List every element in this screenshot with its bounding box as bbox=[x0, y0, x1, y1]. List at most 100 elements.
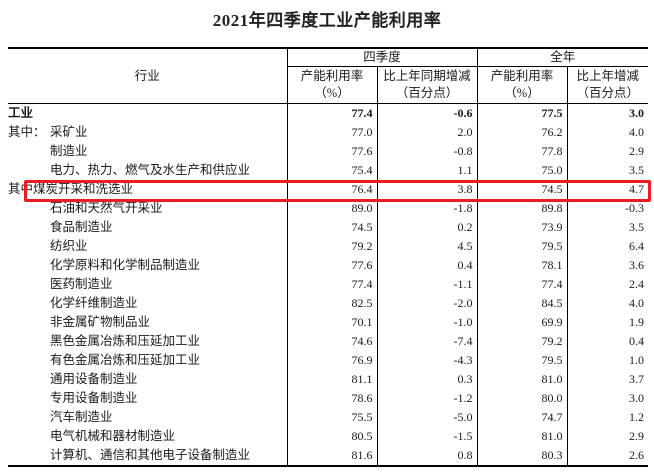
column-header-industry: 行业 bbox=[8, 48, 288, 104]
value-cell-q4-change: -5.0 bbox=[376, 408, 478, 427]
table-row: 黑色金属冶炼和压延加工业 74.6 -7.4 79.2 0.4 bbox=[8, 332, 649, 351]
industry-label-cell: 纺织业 bbox=[8, 237, 287, 256]
value-cell-q4-change: -0.6 bbox=[376, 103, 478, 123]
industry-label-cell: 电气机械和器材制造业 bbox=[8, 427, 287, 446]
page-title: 2021年四季度工业产能利用率 bbox=[212, 11, 442, 30]
industry-name: 电力、热力、燃气及水生产和供应业 bbox=[50, 163, 251, 177]
value-cell-q4-rate: 74.6 bbox=[286, 332, 377, 351]
industry-name: 工业 bbox=[8, 106, 34, 120]
value-cell-fy-change: 3.0 bbox=[566, 389, 649, 408]
value-cell-q4-rate: 89.0 bbox=[286, 199, 377, 218]
industry-name: 通用设备制造业 bbox=[50, 372, 138, 386]
column-header-fy-rate: 产能利用率 （%） bbox=[476, 66, 568, 104]
value-cell-q4-change: 0.3 bbox=[376, 370, 478, 389]
value-cell-q4-change: 0.4 bbox=[376, 256, 478, 275]
column-group-fullyear: 全年 bbox=[476, 48, 649, 67]
value-cell-fy-change: 3.5 bbox=[566, 161, 649, 180]
value-cell-fy-rate: 81.0 bbox=[476, 370, 568, 389]
industry-name: 非金属矿物制品业 bbox=[50, 315, 151, 329]
industry-name: 采矿业 bbox=[50, 125, 88, 139]
value-cell-q4-change: -1.1 bbox=[376, 275, 478, 294]
table-row: 汽车制造业 75.5 -5.0 74.7 1.2 bbox=[8, 408, 649, 427]
industry-label-cell: 计算机、通信和其他电子设备制造业 bbox=[8, 446, 287, 466]
column-header-q4-rate: 产能利用率 （%） bbox=[286, 66, 377, 104]
industry-name: 计算机、通信和其他电子设备制造业 bbox=[50, 448, 251, 462]
table-row: 专用设备制造业 78.6 -1.2 80.0 3.0 bbox=[8, 389, 649, 408]
value-cell-fy-change: 3.6 bbox=[566, 256, 649, 275]
table-row: 其中： 采矿业 77.0 2.0 76.2 4.0 bbox=[8, 123, 649, 142]
value-cell-q4-rate: 76.9 bbox=[286, 351, 377, 370]
value-cell-q4-rate: 79.2 bbox=[286, 237, 377, 256]
table-row: 石油和天然气开采业 89.0 -1.8 89.8 -0.3 bbox=[8, 199, 649, 218]
industry-name: 制造业 bbox=[50, 144, 88, 158]
capacity-utilization-table: 行业 四季度 全年 产能利用率 （%） 比上年同期增减 （百分点） 产能利用率 … bbox=[8, 47, 649, 467]
value-cell-fy-change: 1.0 bbox=[566, 351, 649, 370]
industry-name: 石油和天然气开采业 bbox=[50, 201, 163, 215]
value-cell-q4-rate: 81.1 bbox=[286, 370, 377, 389]
value-cell-fy-rate: 77.8 bbox=[476, 142, 568, 161]
table-row: 制造业 77.6 -0.8 77.8 2.9 bbox=[8, 142, 649, 161]
value-cell-fy-rate: 69.9 bbox=[476, 313, 568, 332]
value-cell-q4-change: 4.5 bbox=[376, 237, 478, 256]
value-cell-q4-change: 2.0 bbox=[376, 123, 478, 142]
value-cell-fy-rate: 79.2 bbox=[476, 332, 568, 351]
industry-label-cell: 有色金属冶炼和压延加工业 bbox=[8, 351, 287, 370]
industry-name: 医药制造业 bbox=[50, 277, 113, 291]
row-prefix: 其中： bbox=[8, 125, 46, 139]
value-cell-q4-change: -2.0 bbox=[376, 294, 478, 313]
group-header-row: 行业 四季度 全年 bbox=[8, 48, 649, 104]
table-row: 化学纤维制造业 82.5 -2.0 84.5 4.0 bbox=[8, 294, 649, 313]
value-cell-q4-change: -1.8 bbox=[376, 199, 478, 218]
industry-label-cell: 医药制造业 bbox=[8, 275, 287, 294]
column-header-fy-change: 比上年增减 （百分点） bbox=[566, 66, 649, 104]
table-row: 通用设备制造业 81.1 0.3 81.0 3.7 bbox=[8, 370, 649, 389]
value-cell-q4-rate: 75.4 bbox=[286, 161, 377, 180]
value-cell-q4-change: 0.2 bbox=[376, 218, 478, 237]
table-body: 工业 77.4 -0.6 77.5 3.0 其中： 采矿业 77.0 2.0 76.2 4.0 制造业… bbox=[8, 103, 649, 466]
value-cell-q4-rate: 77.4 bbox=[286, 103, 377, 123]
industry-label-cell: 专用设备制造业 bbox=[8, 389, 287, 408]
value-cell-fy-rate: 75.0 bbox=[476, 161, 568, 180]
value-cell-q4-change: 3.8 bbox=[376, 180, 478, 199]
industry-label-cell: 石油和天然气开采业 bbox=[8, 199, 287, 218]
column-group-q4: 四季度 bbox=[287, 48, 478, 67]
value-cell-fy-change: 2.4 bbox=[566, 275, 649, 294]
value-cell-fy-change: 2.6 bbox=[566, 446, 649, 466]
industry-label-cell: 食品制造业 bbox=[8, 218, 287, 237]
table-row: 纺织业 79.2 4.5 79.5 6.4 bbox=[8, 237, 649, 256]
value-cell-fy-change: 2.9 bbox=[566, 427, 649, 446]
industry-label-cell: 电力、热力、燃气及水生产和供应业 bbox=[8, 161, 287, 180]
table-row: 电力、热力、燃气及水生产和供应业 75.4 1.1 75.0 3.5 bbox=[8, 161, 649, 180]
value-cell-q4-change: 0.8 bbox=[376, 446, 478, 466]
value-cell-q4-change: -1.2 bbox=[376, 389, 478, 408]
value-cell-fy-rate: 73.9 bbox=[476, 218, 568, 237]
table-row: 其中煤炭开采和洗选业 76.4 3.8 74.5 4.7 bbox=[8, 180, 649, 199]
industry-label-cell: 非金属矿物制品业 bbox=[8, 313, 287, 332]
table-row: 化学原料和化学制品制造业 77.6 0.4 78.1 3.6 bbox=[8, 256, 649, 275]
table-row: 医药制造业 77.4 -1.1 77.4 2.4 bbox=[8, 275, 649, 294]
value-cell-fy-change: 3.0 bbox=[566, 103, 649, 123]
industry-name: 汽车制造业 bbox=[50, 410, 113, 424]
value-cell-q4-change: -0.8 bbox=[376, 142, 478, 161]
value-cell-q4-rate: 77.0 bbox=[286, 123, 377, 142]
value-cell-fy-rate: 77.4 bbox=[476, 275, 568, 294]
value-cell-q4-change: -1.5 bbox=[376, 427, 478, 446]
industry-label-cell: 化学纤维制造业 bbox=[8, 294, 287, 313]
value-cell-q4-rate: 82.5 bbox=[286, 294, 377, 313]
industry-label-cell: 黑色金属冶炼和压延加工业 bbox=[8, 332, 287, 351]
industry-name: 纺织业 bbox=[50, 239, 88, 253]
value-cell-fy-change: 1.9 bbox=[566, 313, 649, 332]
value-cell-fy-rate: 80.0 bbox=[476, 389, 568, 408]
value-cell-q4-rate: 74.5 bbox=[286, 218, 377, 237]
industry-name: 黑色金属冶炼和压延加工业 bbox=[50, 334, 201, 348]
value-cell-fy-change: -0.3 bbox=[566, 199, 649, 218]
value-cell-q4-rate: 77.6 bbox=[286, 256, 377, 275]
industry-label-cell: 制造业 bbox=[8, 142, 287, 161]
industry-label-cell: 其中煤炭开采和洗选业 bbox=[8, 180, 287, 199]
value-cell-fy-change: 4.0 bbox=[566, 123, 649, 142]
value-cell-fy-change: 3.7 bbox=[566, 370, 649, 389]
value-cell-q4-change: -4.3 bbox=[376, 351, 478, 370]
value-cell-q4-rate: 75.5 bbox=[286, 408, 377, 427]
value-cell-fy-rate: 80.3 bbox=[476, 446, 568, 466]
